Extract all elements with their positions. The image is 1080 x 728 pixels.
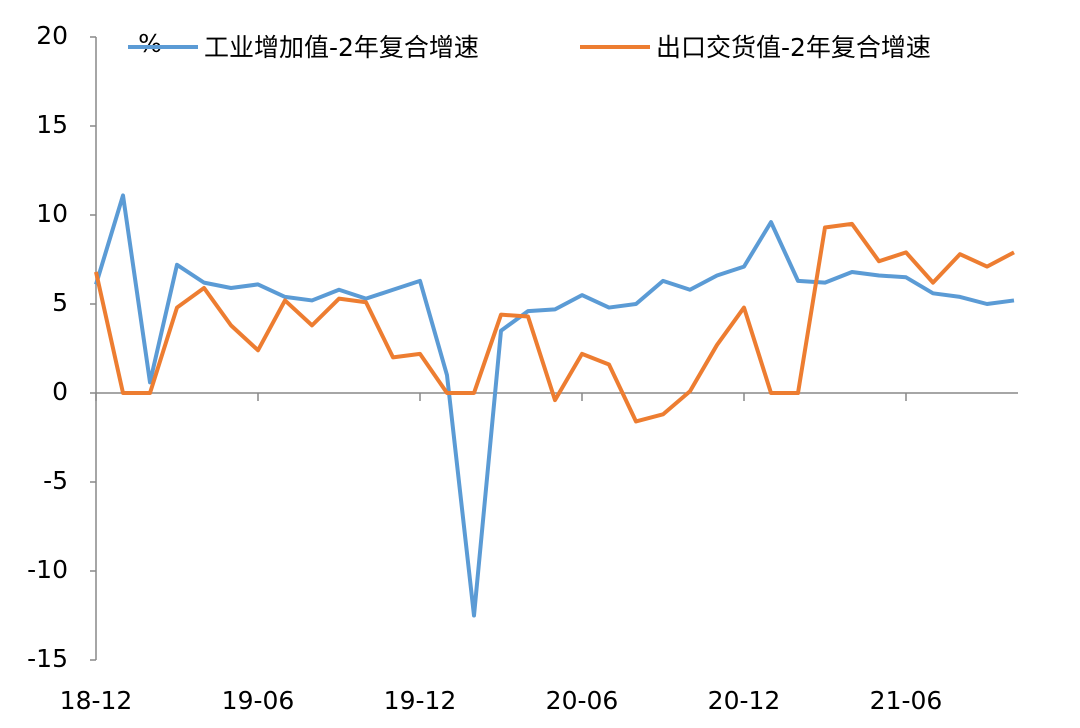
- x-tick-label: 18-12: [60, 686, 133, 715]
- y-tick-label: 5: [52, 288, 68, 317]
- x-tick-label: 21-06: [870, 686, 943, 715]
- y-tick-label: -10: [27, 555, 68, 584]
- y-tick-label: 15: [36, 110, 68, 139]
- y-unit: %: [138, 29, 162, 58]
- legend-label: 出口交货值-2年复合增速: [656, 33, 931, 62]
- series-line: [94, 193, 1015, 618]
- y-tick-label: 0: [52, 377, 68, 406]
- legend-label: 工业增加值-2年复合增速: [204, 33, 479, 62]
- y-tick-label: 10: [36, 199, 68, 228]
- x-tick-label: 20-12: [708, 686, 781, 715]
- y-tick-label: -15: [27, 644, 68, 673]
- y-tick-label: 20: [36, 21, 68, 50]
- x-tick-label: 19-06: [222, 686, 295, 715]
- x-tick-label: 19-12: [384, 686, 457, 715]
- x-tick-label: 20-06: [546, 686, 619, 715]
- series-line: [94, 221, 1015, 424]
- y-tick-label: -5: [43, 466, 68, 495]
